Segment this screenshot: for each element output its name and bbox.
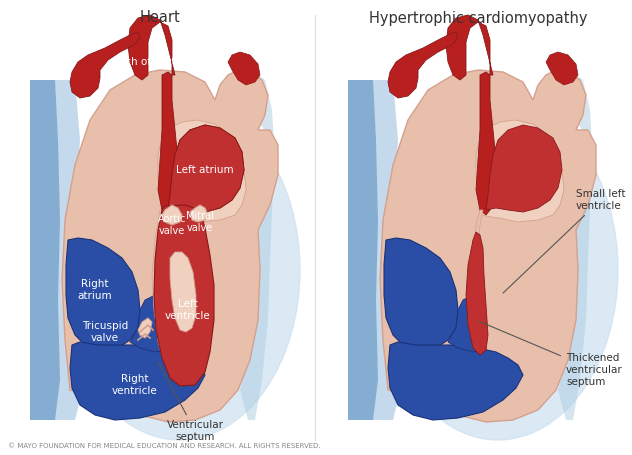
Polygon shape (66, 238, 140, 350)
Polygon shape (168, 125, 244, 212)
Polygon shape (190, 205, 208, 222)
Text: Aortic
valve: Aortic valve (158, 214, 186, 236)
Ellipse shape (378, 100, 618, 440)
Polygon shape (154, 205, 214, 386)
Text: Hypertrophic cardiomyopathy: Hypertrophic cardiomyopathy (368, 10, 587, 25)
Polygon shape (30, 80, 85, 420)
Polygon shape (228, 52, 260, 85)
Text: Heart: Heart (140, 10, 180, 25)
Polygon shape (476, 120, 564, 222)
Text: Left atrium: Left atrium (176, 165, 234, 175)
Polygon shape (448, 295, 483, 352)
Polygon shape (388, 32, 458, 98)
Text: Right
ventricle: Right ventricle (112, 374, 158, 396)
Text: Thickened
ventricular
septum: Thickened ventricular septum (478, 321, 623, 387)
Polygon shape (152, 210, 165, 360)
Polygon shape (128, 15, 175, 80)
Polygon shape (486, 125, 562, 212)
Text: Mitral
valve: Mitral valve (186, 211, 214, 233)
Polygon shape (168, 125, 244, 212)
Polygon shape (388, 342, 523, 420)
Text: Left
ventricle: Left ventricle (165, 299, 211, 321)
Ellipse shape (60, 100, 300, 440)
Text: Small left
ventricle: Small left ventricle (503, 189, 626, 293)
Polygon shape (384, 238, 458, 350)
Text: © MAYO FOUNDATION FOR MEDICAL EDUCATION AND RESEARCH. ALL RIGHTS RESERVED.: © MAYO FOUNDATION FOR MEDICAL EDUCATION … (8, 443, 320, 449)
Text: Arch of aorta: Arch of aorta (114, 57, 182, 67)
Polygon shape (158, 72, 178, 215)
Text: Right
atrium: Right atrium (78, 279, 112, 301)
Polygon shape (62, 70, 278, 422)
Polygon shape (138, 318, 152, 338)
Polygon shape (546, 52, 578, 85)
Polygon shape (30, 80, 60, 420)
Text: Tricuspid
valve: Tricuspid valve (82, 321, 128, 343)
Polygon shape (380, 70, 596, 422)
Polygon shape (466, 232, 488, 355)
Polygon shape (170, 252, 196, 332)
Polygon shape (472, 210, 483, 348)
Polygon shape (558, 75, 593, 420)
Polygon shape (130, 295, 165, 352)
Polygon shape (348, 80, 378, 420)
Polygon shape (348, 80, 403, 420)
Polygon shape (160, 208, 208, 382)
Polygon shape (240, 75, 275, 420)
Polygon shape (476, 72, 496, 215)
Polygon shape (162, 205, 182, 225)
Polygon shape (70, 342, 205, 420)
Polygon shape (158, 120, 246, 222)
Polygon shape (70, 32, 140, 98)
Text: Ventricular
septum: Ventricular septum (158, 363, 224, 442)
Polygon shape (446, 15, 493, 80)
